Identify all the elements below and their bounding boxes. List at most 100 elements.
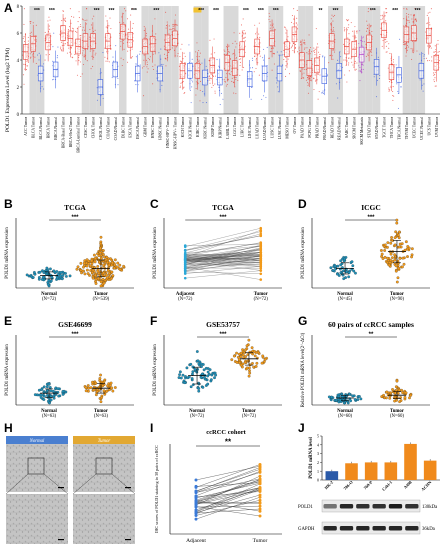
a-point bbox=[64, 43, 66, 45]
pair-line bbox=[185, 233, 261, 254]
data-point bbox=[358, 395, 361, 398]
a-point bbox=[23, 8, 25, 10]
data-point bbox=[251, 362, 254, 365]
a-point bbox=[78, 11, 80, 13]
pair-line bbox=[195, 489, 261, 505]
a-point bbox=[43, 63, 45, 65]
a-point bbox=[285, 32, 287, 34]
a-point bbox=[182, 58, 184, 60]
a-point bbox=[102, 97, 104, 99]
tumor-point bbox=[258, 474, 262, 478]
a-point bbox=[155, 39, 157, 41]
data-point bbox=[46, 389, 49, 392]
a-point bbox=[123, 8, 126, 10]
a-point bbox=[219, 104, 221, 106]
a-point bbox=[143, 26, 145, 28]
data-point bbox=[102, 281, 106, 285]
a-point bbox=[63, 45, 65, 47]
a-point bbox=[184, 92, 186, 94]
a-point bbox=[208, 76, 210, 78]
a-point bbox=[386, 51, 388, 53]
a-point bbox=[429, 24, 431, 26]
a-point bbox=[143, 95, 145, 97]
a-point bbox=[135, 84, 137, 86]
data-point bbox=[92, 388, 96, 392]
adjacent-point bbox=[183, 264, 187, 268]
a-point bbox=[299, 41, 301, 44]
a-point bbox=[23, 36, 25, 38]
a-point bbox=[296, 24, 298, 26]
a-point bbox=[180, 82, 182, 84]
a-point bbox=[354, 60, 356, 63]
data-point bbox=[393, 243, 397, 247]
data-point bbox=[102, 253, 105, 256]
a-point bbox=[332, 20, 334, 22]
a-point bbox=[192, 65, 194, 67]
a-point bbox=[76, 74, 79, 76]
a-point bbox=[81, 52, 84, 54]
data-point bbox=[395, 379, 399, 383]
panel-b-scatter: TCGA POLD1 mRNA expression *** Normal(N=72)… bbox=[5, 203, 134, 302]
data-point bbox=[248, 371, 252, 375]
a-point bbox=[35, 62, 37, 65]
a-point bbox=[354, 35, 356, 37]
a-point bbox=[90, 49, 92, 51]
a-point bbox=[80, 34, 82, 37]
a-point bbox=[172, 24, 174, 26]
data-point bbox=[91, 276, 95, 280]
a-point bbox=[82, 64, 84, 66]
data-point bbox=[343, 257, 346, 261]
a-point bbox=[339, 51, 341, 53]
a-point bbox=[358, 65, 360, 67]
data-point bbox=[395, 218, 399, 222]
a-point bbox=[195, 81, 197, 83]
a-point bbox=[154, 18, 156, 20]
a-point bbox=[60, 49, 62, 51]
a-point bbox=[310, 75, 312, 77]
a-point bbox=[434, 85, 436, 87]
a-point bbox=[412, 48, 414, 50]
blot-band bbox=[388, 504, 403, 509]
a-point bbox=[317, 98, 319, 100]
a-point bbox=[233, 92, 235, 94]
a-point bbox=[318, 56, 321, 58]
data-point bbox=[394, 385, 398, 389]
group-label: Tumor bbox=[390, 409, 405, 414]
a-point bbox=[195, 87, 197, 90]
group-n: (N=60) bbox=[390, 414, 405, 419]
a-point bbox=[108, 25, 110, 27]
data-point bbox=[394, 264, 398, 268]
pair-line bbox=[195, 471, 261, 496]
data-point bbox=[389, 241, 393, 245]
data-point bbox=[98, 260, 101, 264]
a-point bbox=[85, 8, 88, 10]
a-point bbox=[332, 16, 334, 18]
blot-membrane bbox=[321, 499, 421, 513]
data-point bbox=[199, 375, 203, 379]
a-point bbox=[225, 54, 227, 56]
a-point bbox=[146, 71, 148, 73]
a-point bbox=[307, 78, 309, 80]
a-point bbox=[35, 39, 37, 41]
pair-line bbox=[195, 487, 261, 502]
a-y-tick-label: 2 bbox=[17, 86, 20, 91]
a-point bbox=[382, 39, 384, 41]
data-point bbox=[45, 266, 49, 270]
a-point bbox=[176, 55, 178, 57]
a-point bbox=[426, 14, 428, 17]
a-point bbox=[376, 79, 379, 81]
a-point bbox=[307, 92, 310, 94]
a-point bbox=[381, 45, 383, 47]
a-point bbox=[385, 51, 387, 53]
a-point bbox=[183, 86, 185, 88]
data-point bbox=[68, 274, 72, 278]
data-point bbox=[200, 365, 203, 369]
a-point bbox=[400, 86, 402, 88]
a-point bbox=[80, 26, 82, 28]
data-point bbox=[75, 267, 79, 271]
data-point bbox=[393, 253, 397, 257]
data-point bbox=[96, 269, 100, 273]
tumor-point bbox=[259, 269, 263, 272]
data-point bbox=[90, 262, 94, 265]
